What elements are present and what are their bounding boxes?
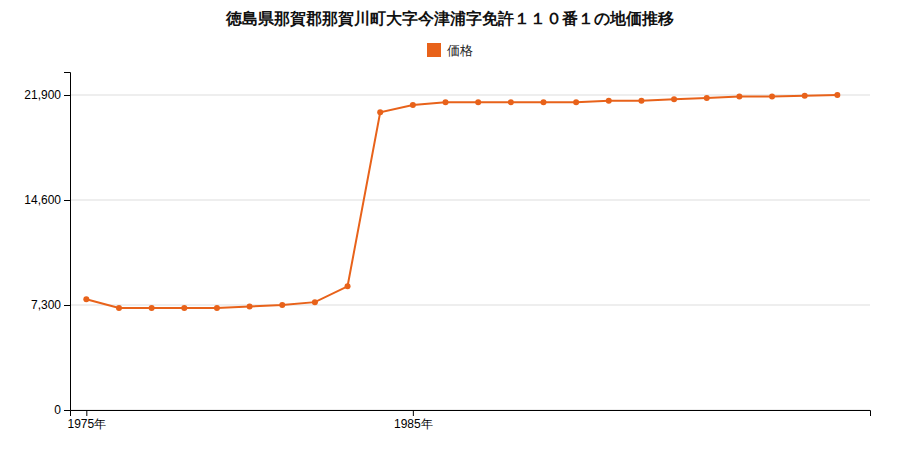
legend-item: 価格 xyxy=(427,43,473,58)
x-tick-label: 1975年 xyxy=(67,417,106,431)
series-point xyxy=(377,109,383,115)
series-point xyxy=(475,99,481,105)
series-point xyxy=(802,93,808,99)
y-tick-mark xyxy=(64,410,70,411)
y-tick-mark xyxy=(64,95,70,96)
series-point xyxy=(312,299,318,305)
series-point xyxy=(214,305,220,311)
y-tick: 14,600 xyxy=(24,193,70,207)
series-point xyxy=(247,303,253,309)
grid-line xyxy=(70,200,870,201)
series-point xyxy=(149,305,155,311)
chart-svg: 徳島県那賀郡那賀川町大字今津浦字免許１１０番１の地価推移 1975年 1985年 0 7… xyxy=(0,0,900,450)
series-point xyxy=(410,102,416,108)
grid-line xyxy=(70,305,870,306)
chart-title: 徳島県那賀郡那賀川町大字今津浦字免許１１０番１の地価推移 xyxy=(225,9,674,28)
y-tick-label: 0 xyxy=(54,403,61,417)
y-tick-label: 21,900 xyxy=(24,88,61,102)
y-axis-line xyxy=(64,73,71,411)
x-tick-mark xyxy=(413,410,414,416)
series-point xyxy=(573,99,579,105)
series-point xyxy=(540,99,546,105)
series-point xyxy=(638,98,644,104)
y-tick: 7,300 xyxy=(31,298,70,312)
grid xyxy=(70,95,870,410)
x-tick-label: 1985年 xyxy=(394,417,433,431)
legend-swatch xyxy=(427,43,441,57)
legend: 価格 xyxy=(427,43,473,58)
series-point xyxy=(83,296,89,302)
series-point xyxy=(116,305,122,311)
y-tick: 0 xyxy=(54,403,70,417)
x-axis: 1975年 1985年 xyxy=(67,410,870,431)
marks xyxy=(83,92,840,311)
legend-label: 価格 xyxy=(447,43,473,58)
y-tick-label: 7,300 xyxy=(31,298,61,312)
x-tick: 1985年 xyxy=(394,410,433,431)
series-point xyxy=(704,95,710,101)
chart-container: 徳島県那賀郡那賀川町大字今津浦字免許１１０番１の地価推移 1975年 1985年 0 7… xyxy=(0,0,900,450)
y-tick: 21,900 xyxy=(24,88,70,102)
y-tick-mark xyxy=(64,200,70,201)
series-point xyxy=(671,96,677,102)
plot-area: 1975年 1985年 0 7,300 14,600 21,900 xyxy=(24,73,870,431)
y-tick-mark xyxy=(64,305,70,306)
x-tick-mark xyxy=(86,410,87,416)
series-point xyxy=(736,93,742,99)
series-point xyxy=(834,92,840,98)
x-tick: 1975年 xyxy=(67,410,106,431)
grid-line xyxy=(70,95,870,96)
series-point xyxy=(769,93,775,99)
x-axis-line xyxy=(71,411,871,417)
series-point xyxy=(508,99,514,105)
y-axis: 0 7,300 14,600 21,900 xyxy=(24,73,70,418)
series-point xyxy=(181,305,187,311)
series-point xyxy=(606,98,612,104)
series-point xyxy=(279,302,285,308)
series-point xyxy=(345,283,351,289)
y-tick-label: 14,600 xyxy=(24,193,61,207)
series-point xyxy=(443,99,449,105)
series-line xyxy=(86,95,837,308)
